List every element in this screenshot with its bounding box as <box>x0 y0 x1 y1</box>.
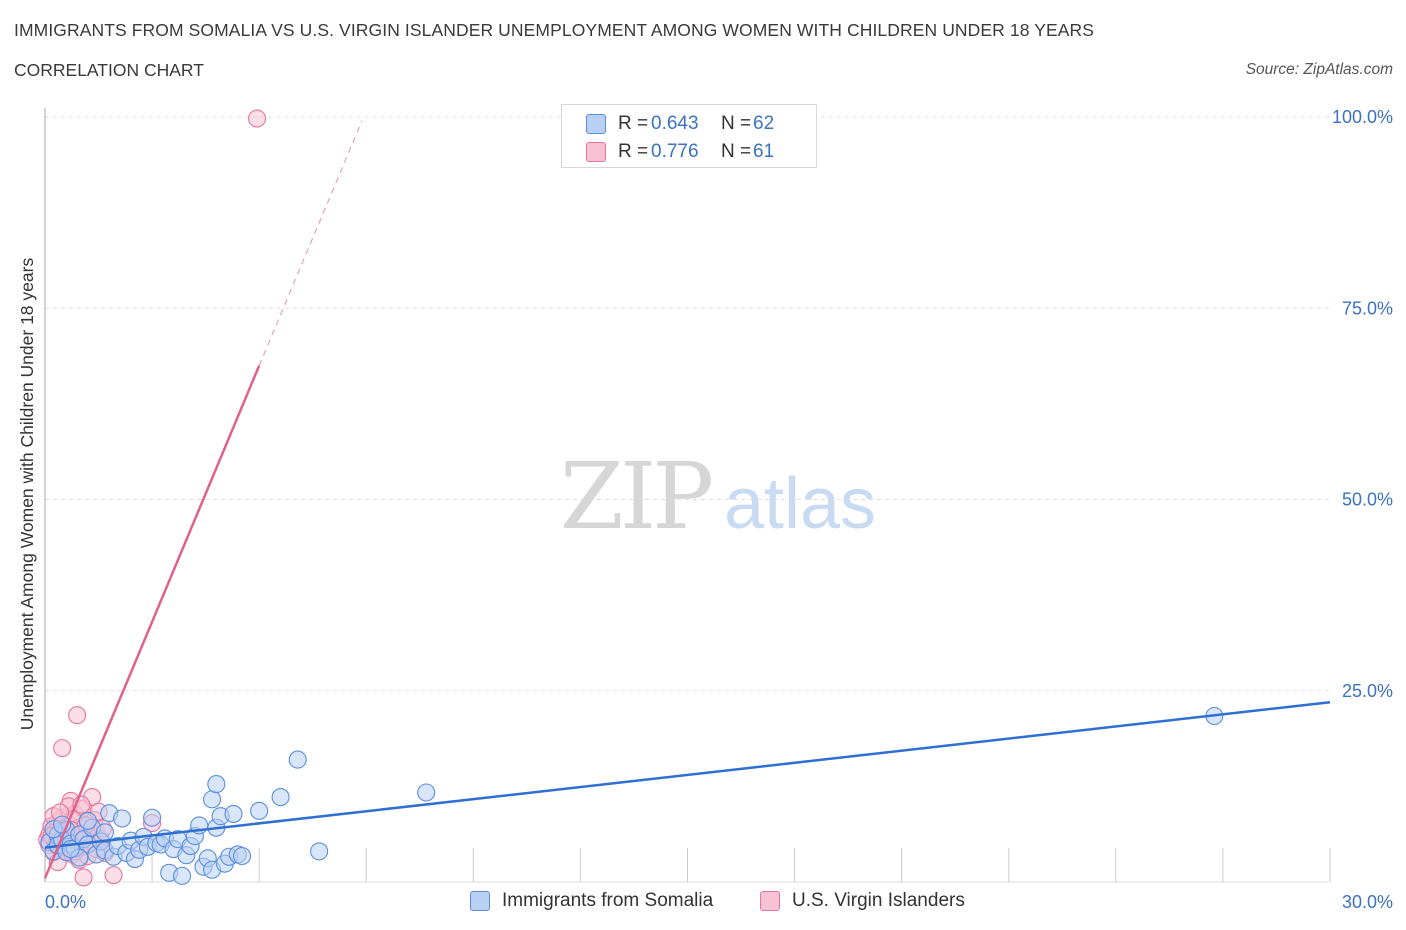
chart-subtitle: CORRELATION CHART <box>14 60 204 80</box>
x-tick-label: 0.0% <box>45 892 86 912</box>
y-tick-label: 50.0% <box>1342 490 1393 510</box>
legend-row-somalia: R = 0.643 N = 62 <box>586 112 774 136</box>
bottom-legend-label-somalia: Immigrants from Somalia <box>502 890 714 911</box>
source-label: Source: ZipAtlas.com <box>1245 61 1393 78</box>
legend-n-value-virgin: 61 <box>753 141 775 162</box>
watermark: ZIP atlas <box>560 443 876 550</box>
virgin-trend-line <box>43 365 261 879</box>
virgin-point <box>104 866 123 885</box>
y-tick-label: 100.0% <box>1332 107 1393 127</box>
y-tick-label: 25.0% <box>1342 681 1393 701</box>
bottom-legend-virgin: U.S. Virgin Islanders <box>760 890 965 912</box>
somalia-point <box>224 804 243 823</box>
stats-legend: R = 0.643 N = 62 R = 0.776 N = 61 <box>561 104 817 168</box>
virgin-point <box>247 109 267 128</box>
somalia-point <box>310 842 329 861</box>
y-axis-label: Unemployment Among Women with Children U… <box>17 258 37 731</box>
somalia-point <box>203 790 222 809</box>
legend-r-label: R = <box>618 141 649 162</box>
legend-n-label: N = <box>721 141 752 162</box>
virgin-points <box>38 109 267 887</box>
virgin-point <box>68 706 87 725</box>
somalia-point <box>232 846 252 866</box>
legend-swatch-somalia <box>586 114 606 134</box>
somalia-point <box>173 866 192 885</box>
bottom-legend-label-virgin: U.S. Virgin Islanders <box>792 890 965 911</box>
legend-swatch-virgin <box>586 142 606 162</box>
somalia-point <box>271 788 290 807</box>
tick-labels: 25.0% 50.0% 75.0% 100.0% 0.0% 30.0% <box>45 107 1393 912</box>
legend-r-label: R = <box>618 113 649 134</box>
y-tick-label: 75.0% <box>1342 298 1393 318</box>
bottom-legend-swatch-virgin <box>760 891 780 911</box>
axes <box>44 108 1330 883</box>
trend-lines <box>43 120 1331 879</box>
somalia-point <box>78 811 97 830</box>
virgin-trend-extension <box>258 120 363 366</box>
somalia-point <box>113 809 132 828</box>
legend-r-value-virgin: 0.776 <box>651 141 699 162</box>
somalia-point <box>143 808 162 827</box>
legend-row-virgin: R = 0.776 N = 61 <box>586 140 774 164</box>
legend-r-value-somalia: 0.643 <box>651 113 699 134</box>
somalia-point <box>288 750 307 769</box>
legend-n-value-somalia: 62 <box>753 113 775 134</box>
watermark-zip: ZIP <box>560 443 711 550</box>
virgin-point <box>74 868 93 887</box>
bottom-legend-swatch-somalia <box>470 891 490 911</box>
virgin-point <box>53 739 72 758</box>
legend-n-label: N = <box>721 113 752 134</box>
chart-title: IMMIGRANTS FROM SOMALIA VS U.S. VIRGIN I… <box>14 20 1095 40</box>
x-tick-label: 30.0% <box>1342 892 1393 912</box>
somalia-point <box>250 801 269 820</box>
somalia-trend-line <box>44 700 1331 849</box>
somalia-point <box>417 783 436 802</box>
somalia-point <box>95 823 115 842</box>
somalia-point <box>207 775 226 794</box>
watermark-atlas: atlas <box>724 464 876 544</box>
bottom-legend-somalia: Immigrants from Somalia <box>470 890 713 912</box>
